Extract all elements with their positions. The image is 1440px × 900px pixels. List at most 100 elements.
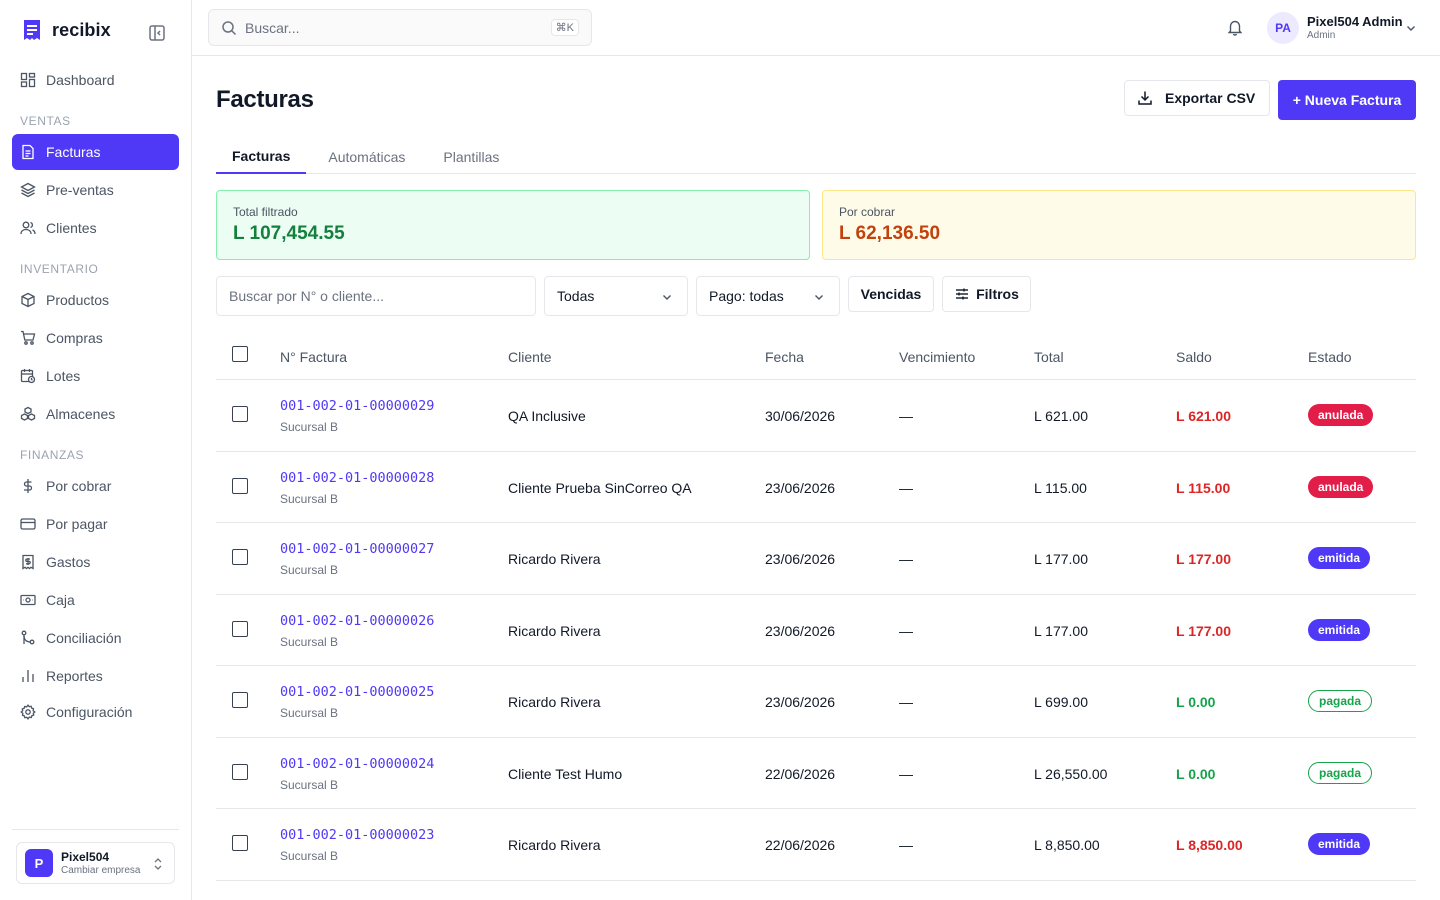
total-filtered-card: Total filtrado L 107,454.55 [216,190,810,260]
dashboard-icon [20,72,36,88]
payment-select[interactable]: Pago: todas [696,276,840,316]
export-csv-button[interactable]: Exportar CSV [1124,80,1270,116]
layers-icon [20,182,36,198]
status-badge: pagada [1308,690,1373,712]
header-number[interactable]: N° Factura [280,349,348,365]
invoice-client: Ricardo Rivera [508,551,601,567]
receipt-logo-icon [24,20,40,40]
invoice-balance: L 621.00 [1176,408,1232,424]
header-balance[interactable]: Saldo [1176,349,1212,365]
table-row[interactable]: 001-002-01-00000027 Sucursal B Ricardo Riv… [216,523,1416,595]
header-status[interactable]: Estado [1308,349,1352,365]
invoice-number-link[interactable]: 001-002-01-00000028 [280,469,435,486]
collapse-sidebar-icon[interactable] [148,24,166,42]
git-merge-icon [21,630,35,645]
sidebar-item-por-cobrar[interactable]: Por cobrar [12,468,179,504]
shortcut-hint: ⌘K [550,19,579,36]
tab-plantillas[interactable]: Plantillas [443,149,500,165]
row-checkbox[interactable] [232,406,248,422]
company-switcher[interactable]: P Pixel504 Cambiar empresa [16,842,175,884]
invoice-search-input[interactable] [216,276,536,316]
header-client[interactable]: Cliente [508,349,552,365]
new-invoice-button[interactable]: + Nueva Factura [1278,80,1416,120]
invoice-date: 22/06/2026 [765,765,836,782]
page-title: Facturas [216,86,314,113]
tab-facturas[interactable]: Facturas [216,140,307,174]
select-all-checkbox[interactable] [232,346,248,362]
invoice-number-link[interactable]: 001-002-01-00000025 [280,684,435,700]
invoice-number-link[interactable]: 001-002-01-00000027 [280,541,435,557]
sidebar: recibix Dashboard VENTAS Facturas Pre-ve… [0,0,192,900]
sidebar-item-label: Gastos [46,554,91,570]
sidebar-item-reportes[interactable]: Reportes [12,658,179,694]
topbar: ⌘K PA Pixel504 Admin Admin [192,0,1440,56]
table-row[interactable]: 001-002-01-00000024 Sucursal B Cliente Tes… [216,738,1416,809]
status-select[interactable]: Todas [544,276,688,316]
document-icon [22,144,34,160]
sidebar-item-configuracion[interactable]: Configuración [12,694,179,730]
search-input[interactable] [245,19,535,36]
row-checkbox[interactable] [232,763,248,780]
invoice-date: 23/06/2026 [765,694,836,710]
sidebar-item-almacenes[interactable]: Almacenes [12,396,179,432]
global-search[interactable]: ⌘K [208,9,592,46]
sidebar-item-label: Almacenes [46,406,116,422]
sidebar-item-conciliacion[interactable]: Conciliación [12,620,179,656]
overdue-filter-button[interactable]: Vencidas [848,276,934,312]
table-body: 001-002-01-00000029 Sucursal B QA Inclusiv… [216,380,1416,881]
invoice-number-link[interactable]: 001-002-01-00000024 [280,755,435,772]
sidebar-item-por-pagar[interactable]: Por pagar [12,506,179,542]
sidebar-item-productos[interactable]: Productos [12,282,179,318]
invoice-client: Cliente Test Humo [508,765,623,782]
invoice-date: 23/06/2026 [765,622,836,639]
status-badge: emitida [1308,833,1371,855]
chevron-down-icon[interactable] [1405,22,1417,34]
row-checkbox[interactable] [232,477,248,494]
tab-automaticas[interactable]: Automáticas [328,149,406,165]
dollar-icon [23,479,33,493]
row-checkbox[interactable] [232,692,248,708]
header-date[interactable]: Fecha [765,349,804,365]
sidebar-item-gastos[interactable]: Gastos [12,544,179,580]
sidebar-item-label: Productos [46,292,110,308]
user-name[interactable]: Pixel504 Admin [1307,14,1403,29]
sidebar-item-caja[interactable]: Caja [12,582,179,618]
table-row[interactable]: 001-002-01-00000026 Sucursal B Ricardo Riv… [216,595,1416,666]
sidebar-item-clientes[interactable]: Clientes [12,210,179,246]
invoice-number-link[interactable]: 001-002-01-00000023 [280,827,435,843]
avatar[interactable]: PA [1267,12,1299,44]
invoice-total: L 177.00 [1034,551,1088,567]
brand[interactable]: recibix [22,18,111,42]
row-checkbox[interactable] [232,835,248,851]
status-badge: anulada [1308,404,1374,426]
filters-button[interactable]: Filtros [942,276,1031,312]
row-checkbox[interactable] [232,549,248,565]
sidebar-item-label: Conciliación [46,630,122,646]
user-role: Admin [1307,30,1336,41]
sidebar-item-lotes[interactable]: Lotes [12,358,179,394]
sidebar-item-label: Caja [46,592,75,608]
invoice-number-link[interactable]: 001-002-01-00000029 [280,398,435,414]
invoice-balance: L 115.00 [1176,479,1231,496]
sidebar-item-facturas[interactable]: Facturas [12,134,179,170]
sidebar-item-label: Reportes [46,668,103,684]
sidebar-item-compras[interactable]: Compras [12,320,179,356]
invoice-total: L 26,550.00 [1034,765,1108,782]
invoice-client: Cliente Prueba SinCorreo QA [508,479,692,496]
status-select-value: Todas [557,288,595,304]
table-row[interactable]: 001-002-01-00000025 Sucursal B Ricardo Riv… [216,666,1416,738]
table-row[interactable]: 001-002-01-00000028 Sucursal B Cliente Pru… [216,452,1416,523]
table-row[interactable]: 001-002-01-00000029 Sucursal B QA Inclusiv… [216,380,1416,452]
row-checkbox[interactable] [232,620,248,637]
invoice-branch: Sucursal B [280,777,339,792]
receivable-card: Por cobrar L 62,136.50 [822,190,1416,260]
sidebar-item-dashboard[interactable]: Dashboard [12,62,179,98]
bell-icon[interactable] [1226,18,1244,36]
sidebar-item-preventas[interactable]: Pre-ventas [12,172,179,208]
search-icon [222,20,237,35]
invoice-number-link[interactable]: 001-002-01-00000026 [280,612,435,629]
header-due[interactable]: Vencimiento [899,349,976,365]
invoice-due: — [899,479,913,496]
table-row[interactable]: 001-002-01-00000023 Sucursal B Ricardo Riv… [216,809,1416,881]
header-total[interactable]: Total [1034,349,1064,365]
